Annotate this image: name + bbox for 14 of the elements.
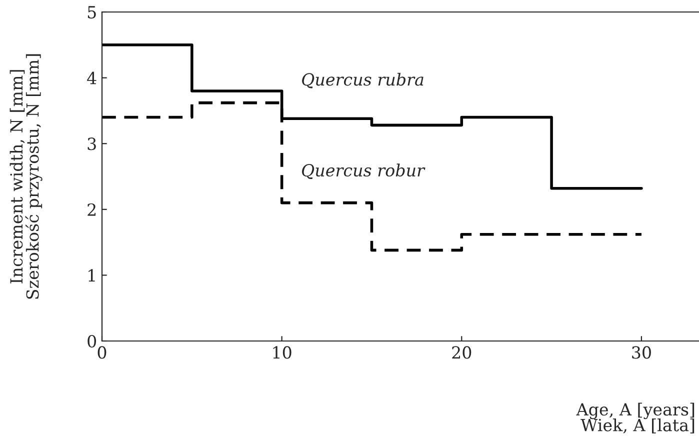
y-tick-label: 1 xyxy=(88,269,95,282)
y-tick-label: 2 xyxy=(88,203,96,216)
series-label: Quercus robur xyxy=(302,164,426,179)
series-label: Quercus rubra xyxy=(302,72,424,88)
y-axis-title: Increment width, N [mm] Szerokość przyrostu, N [mm] xyxy=(10,54,42,299)
y-tick-label: 3 xyxy=(88,138,96,150)
y-tick-label: 0 xyxy=(88,334,96,348)
x-tick-label: 20 xyxy=(452,346,472,359)
x-axis-title: Age, A [years] Wiek, A [lata] xyxy=(576,402,694,434)
y-tick-label: 5 xyxy=(88,6,96,19)
x-tick-label: 10 xyxy=(273,346,292,359)
x-tick-label: 0 xyxy=(98,346,106,359)
y-tick-label: 4 xyxy=(87,72,96,84)
x-tick-label: 30 xyxy=(632,346,651,359)
